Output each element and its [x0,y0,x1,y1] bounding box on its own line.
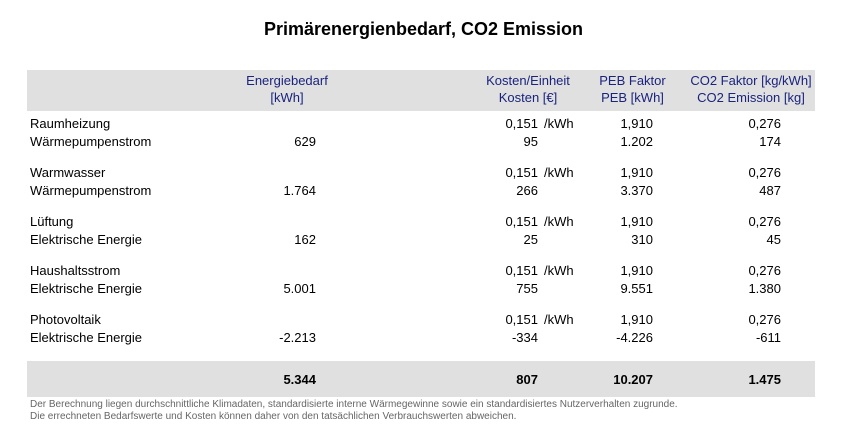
total-cost: 807 [516,372,538,387]
row-source: Wärmepumpenstrom [30,183,152,198]
row-peb: 9.551 [620,281,653,296]
row-unit-price: 0,151 [505,214,538,229]
row-co2-factor: 0,276 [748,116,781,131]
header-co2-factor: CO2 Faktor [kg/kWh] [690,73,812,88]
row-unit-price: 0,151 [505,263,538,278]
header-cost: Kosten/Einheit Kosten [€] [468,72,588,106]
row-cost: 95 [523,134,538,149]
row-energy: 5.001 [283,281,316,296]
row-energy: 162 [294,232,316,247]
total-co2: 1.475 [748,372,781,387]
row-co2-factor: 0,276 [748,165,781,180]
row-peb-factor: 1,910 [620,116,653,131]
table-header [27,70,815,111]
total-energy: 5.344 [283,372,316,387]
row-peb: 310 [631,232,653,247]
row-source: Elektrische Energie [30,330,142,345]
row-category: Haushaltsstrom [30,263,121,278]
header-energy-unit: [kWh] [270,90,304,105]
header-energy-label: Energiebedarf [246,73,328,88]
row-source: Wärmepumpenstrom [30,134,152,149]
footer-line-1: Der Berechnung liegen durchschnittliche … [30,399,678,410]
row-unit: /kWh [544,116,574,131]
row-peb-factor: 1,910 [620,263,653,278]
row-energy: 629 [294,134,316,149]
row-category: Raumheizung [30,116,111,131]
row-co2: 174 [759,134,781,149]
header-peb: PEB Faktor PEB [kWh] [585,72,680,106]
row-peb: -4.226 [616,330,653,345]
row-category: Lüftung [30,214,74,229]
row-unit-price: 0,151 [505,116,538,131]
row-unit-price: 0,151 [505,312,538,327]
header-peb-factor: PEB Faktor [599,73,666,88]
row-cost: 25 [523,232,538,247]
header-co2-emission: CO2 Emission [kg] [697,90,805,105]
row-unit: /kWh [544,312,574,327]
row-peb: 1.202 [620,134,653,149]
row-co2: 487 [759,183,781,198]
row-unit: /kWh [544,263,574,278]
row-unit-price: 0,151 [505,165,538,180]
totals-row [27,361,815,397]
row-peb: 3.370 [620,183,653,198]
header-cost-total: Kosten [€] [498,90,558,105]
row-energy: 1.764 [283,183,316,198]
row-energy: -2.213 [279,330,316,345]
row-co2: 1.380 [748,281,781,296]
row-peb-factor: 1,910 [620,214,653,229]
row-cost: -334 [511,330,538,345]
header-energy: Energiebedarf [kWh] [222,72,352,106]
total-peb: 10.207 [613,372,653,387]
row-category: Warmwasser [30,165,106,180]
row-co2: 45 [766,232,781,247]
row-co2-factor: 0,276 [748,214,781,229]
row-cost: 266 [516,183,538,198]
row-co2-factor: 0,276 [748,312,781,327]
row-unit: /kWh [544,214,574,229]
header-cost-per-unit: Kosten/Einheit [486,73,570,88]
row-category: Photovoltaik [30,312,101,327]
footer-note: Der Berechnung liegen durchschnittliche … [30,399,678,423]
row-co2: -611 [755,330,781,345]
row-cost: 755 [516,281,538,296]
page-title: Primärenergienbedarf, CO2 Emission [263,19,584,39]
header-peb-value: PEB [kWh] [601,90,664,105]
header-co2: CO2 Faktor [kg/kWh] CO2 Emission [kg] [676,72,826,106]
row-peb-factor: 1,910 [620,165,653,180]
row-co2-factor: 0,276 [748,263,781,278]
footer-line-2: Die errechneten Bedarfswerte und Kosten … [30,411,517,422]
row-source: Elektrische Energie [30,232,142,247]
row-unit: /kWh [544,165,574,180]
row-source: Elektrische Energie [30,281,142,296]
row-peb-factor: 1,910 [620,312,653,327]
